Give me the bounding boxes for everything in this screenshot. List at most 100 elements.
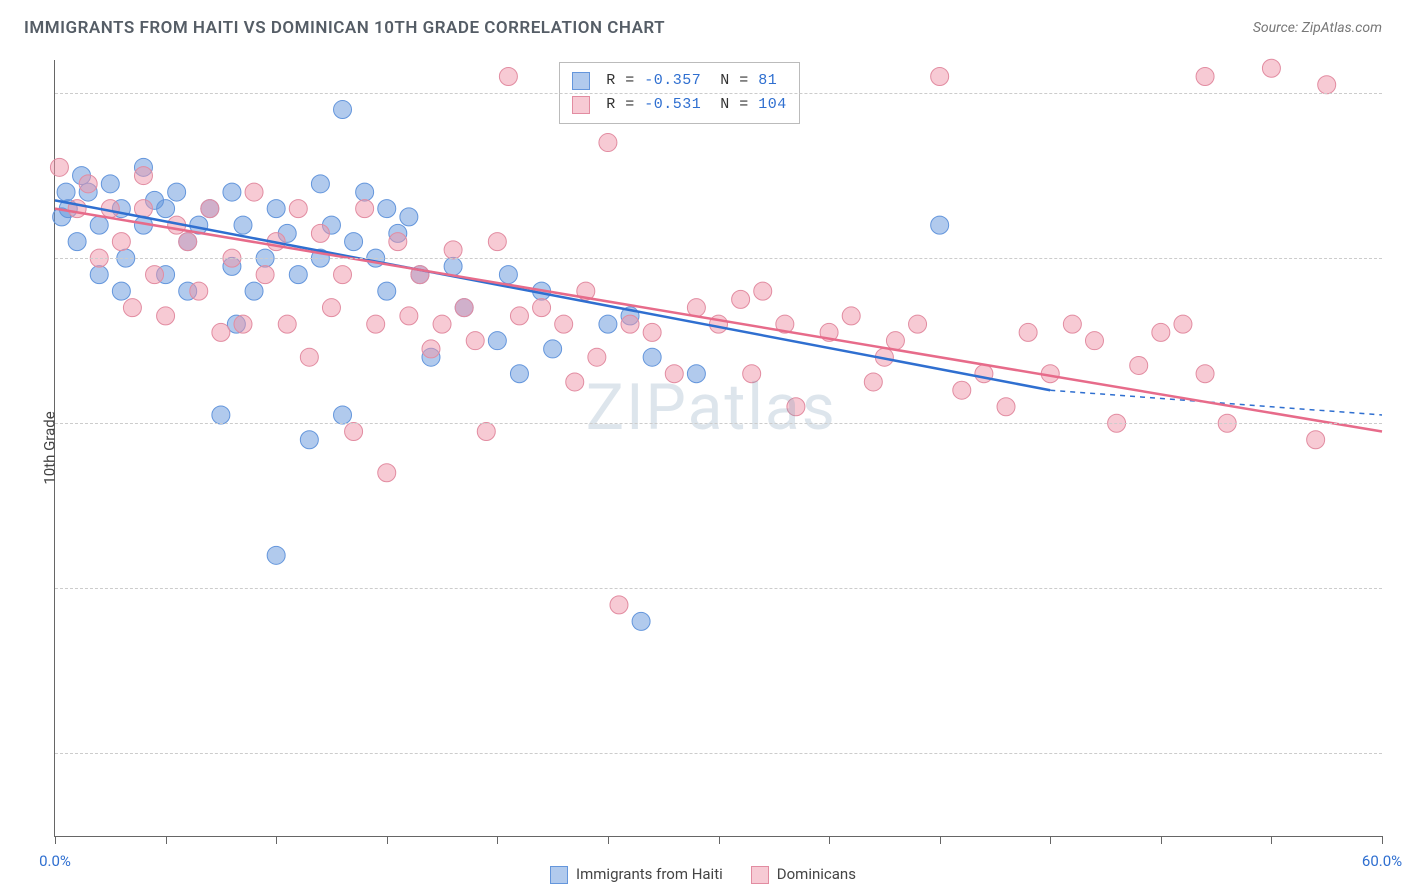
legend-item: Immigrants from Haiti xyxy=(550,865,723,884)
y-tick-label: 90.0% xyxy=(1390,249,1406,267)
data-point xyxy=(212,406,230,424)
data-point xyxy=(400,208,418,226)
plot-area: 10th Grade ZIPatlas R = -0.357 N = 81R =… xyxy=(54,60,1382,837)
chart-header: IMMIGRANTS FROM HAITI VS DOMINICAN 10TH … xyxy=(0,0,1406,46)
data-point xyxy=(234,315,252,333)
x-tick xyxy=(55,836,56,844)
legend-label: Dominicans xyxy=(777,865,856,883)
data-point xyxy=(499,68,517,86)
data-point xyxy=(1307,431,1325,449)
data-point xyxy=(566,373,584,391)
legend-label: Immigrants from Haiti xyxy=(576,865,723,883)
data-point xyxy=(223,183,241,201)
data-point xyxy=(466,332,484,350)
data-point xyxy=(665,365,683,383)
data-point xyxy=(112,233,130,251)
source-value: ZipAtlas.com xyxy=(1302,20,1382,36)
data-point xyxy=(632,612,650,630)
data-point xyxy=(510,365,528,383)
data-point xyxy=(510,307,528,325)
data-point xyxy=(356,183,374,201)
data-point xyxy=(533,299,551,317)
data-point xyxy=(322,299,340,317)
data-point xyxy=(245,282,263,300)
data-point xyxy=(79,175,97,193)
data-point xyxy=(157,200,175,218)
legend-item: Dominicans xyxy=(751,865,856,884)
data-point xyxy=(643,348,661,366)
source-label: Source: xyxy=(1253,20,1302,36)
data-point xyxy=(499,266,517,284)
data-point xyxy=(201,200,219,218)
data-point xyxy=(743,365,761,383)
data-point xyxy=(112,282,130,300)
data-point xyxy=(300,348,318,366)
data-point xyxy=(477,422,495,440)
data-point xyxy=(234,216,252,234)
data-point xyxy=(599,134,617,152)
data-point xyxy=(732,290,750,308)
data-point xyxy=(488,332,506,350)
data-point xyxy=(57,183,75,201)
data-point xyxy=(400,307,418,325)
x-tick xyxy=(1271,836,1272,844)
data-point xyxy=(345,233,363,251)
legend-row: R = -0.531 N = 104 xyxy=(572,93,787,117)
x-tick xyxy=(1050,836,1051,844)
gridline xyxy=(55,258,1382,259)
data-point xyxy=(1262,59,1280,77)
data-point xyxy=(1174,315,1192,333)
data-point xyxy=(433,315,451,333)
data-point xyxy=(334,266,352,284)
data-point xyxy=(422,340,440,358)
data-point xyxy=(146,266,164,284)
data-point xyxy=(1196,68,1214,86)
x-tick xyxy=(719,836,720,844)
data-point xyxy=(179,233,197,251)
data-point xyxy=(643,323,661,341)
y-tick-label: 60.0% xyxy=(1390,744,1406,762)
x-tick xyxy=(940,836,941,844)
data-point xyxy=(555,315,573,333)
legend-stats: R = -0.357 N = 81 xyxy=(606,69,777,93)
source-attribution: Source: ZipAtlas.com xyxy=(1253,20,1382,36)
x-tick xyxy=(829,836,830,844)
data-point xyxy=(1318,76,1336,94)
plot-svg xyxy=(55,60,1382,836)
data-point xyxy=(588,348,606,366)
data-point xyxy=(1085,332,1103,350)
data-point xyxy=(997,398,1015,416)
legend-swatch xyxy=(751,866,769,884)
data-point xyxy=(345,422,363,440)
data-point xyxy=(334,406,352,424)
data-point xyxy=(256,266,274,284)
data-point xyxy=(488,233,506,251)
data-point xyxy=(953,381,971,399)
y-tick-label: 100.0% xyxy=(1390,84,1406,102)
data-point xyxy=(50,158,68,176)
data-point xyxy=(378,200,396,218)
x-tick xyxy=(1382,836,1383,844)
data-point xyxy=(311,224,329,242)
data-point xyxy=(90,216,108,234)
data-point xyxy=(787,398,805,416)
legend-stats: R = -0.531 N = 104 xyxy=(606,93,787,117)
series-legend: Immigrants from Haiti Dominicans xyxy=(0,865,1406,884)
data-point xyxy=(157,307,175,325)
data-point xyxy=(610,596,628,614)
gridline xyxy=(55,753,1382,754)
y-tick-label: 80.0% xyxy=(1390,414,1406,432)
data-point xyxy=(168,183,186,201)
data-point xyxy=(455,299,473,317)
data-point xyxy=(1063,315,1081,333)
data-point xyxy=(909,315,927,333)
x-tick xyxy=(608,836,609,844)
legend-row: R = -0.357 N = 81 xyxy=(572,69,787,93)
x-tick xyxy=(1161,836,1162,844)
data-point xyxy=(842,307,860,325)
data-point xyxy=(621,315,639,333)
data-point xyxy=(444,241,462,259)
data-point xyxy=(267,200,285,218)
data-point xyxy=(931,216,949,234)
x-tick xyxy=(387,836,388,844)
